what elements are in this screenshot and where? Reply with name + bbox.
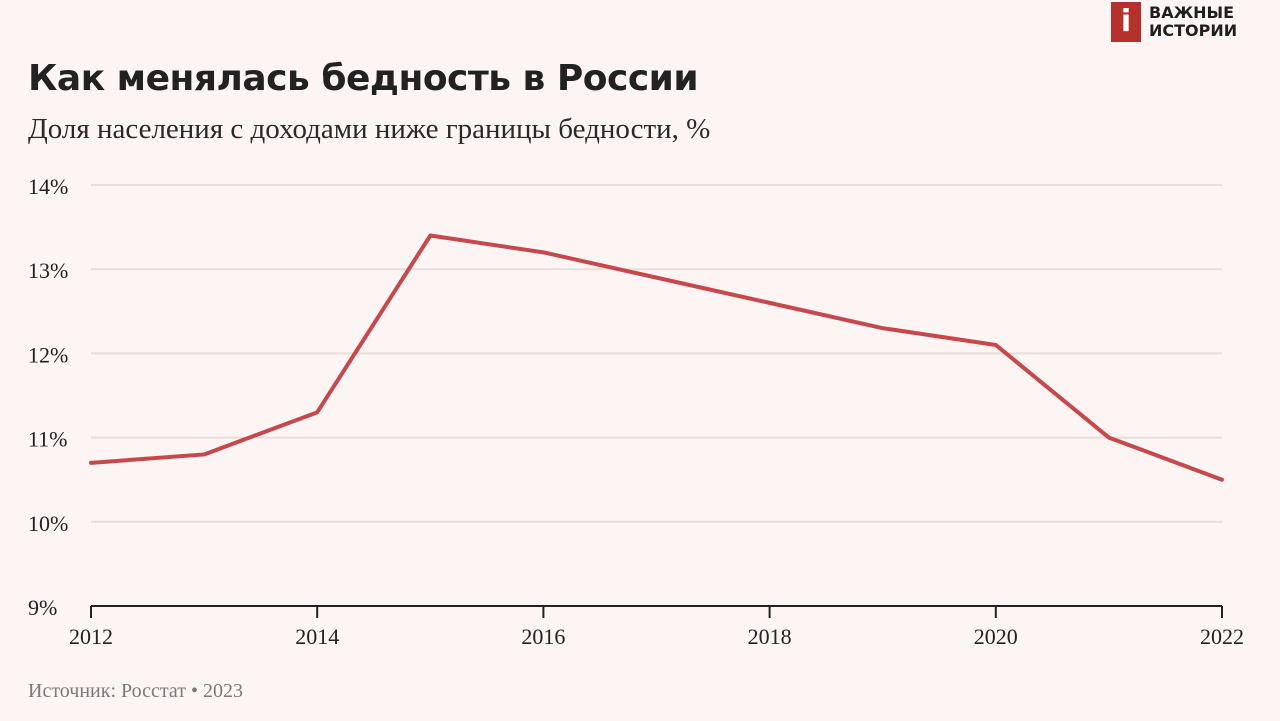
source-note: Источник: Росстат • 2023	[28, 680, 243, 702]
y-tick-label: 12%	[28, 342, 68, 367]
y-tick-label: 9%	[28, 595, 57, 620]
logo-mark: i	[1111, 2, 1141, 42]
y-tick-label: 11%	[28, 427, 68, 452]
logo: i ВАЖНЫЕ ИСТОРИИ	[1111, 2, 1237, 42]
y-tick-label: 13%	[28, 258, 68, 283]
y-tick-label: 14%	[28, 174, 68, 199]
x-tick-label: 2018	[748, 624, 792, 649]
x-tick-label: 2012	[69, 624, 113, 649]
x-tick-label: 2016	[521, 624, 565, 649]
chart-subtitle: Доля населения с доходами ниже границы б…	[28, 113, 711, 145]
logo-line-2: ИСТОРИИ	[1149, 21, 1238, 40]
logo-glyph: i	[1120, 4, 1132, 39]
chart-title: Как менялась бедность в России	[28, 58, 699, 99]
logo-text: ВАЖНЫЕ ИСТОРИИ	[1149, 4, 1237, 40]
x-tick-label: 2014	[295, 624, 339, 649]
logo-line-1: ВАЖНЫЕ	[1149, 3, 1235, 22]
x-tick-label: 2022	[1200, 624, 1244, 649]
y-tick-label: 10%	[28, 511, 68, 536]
series-line	[89, 233, 1224, 482]
x-tick-label: 2020	[974, 624, 1018, 649]
